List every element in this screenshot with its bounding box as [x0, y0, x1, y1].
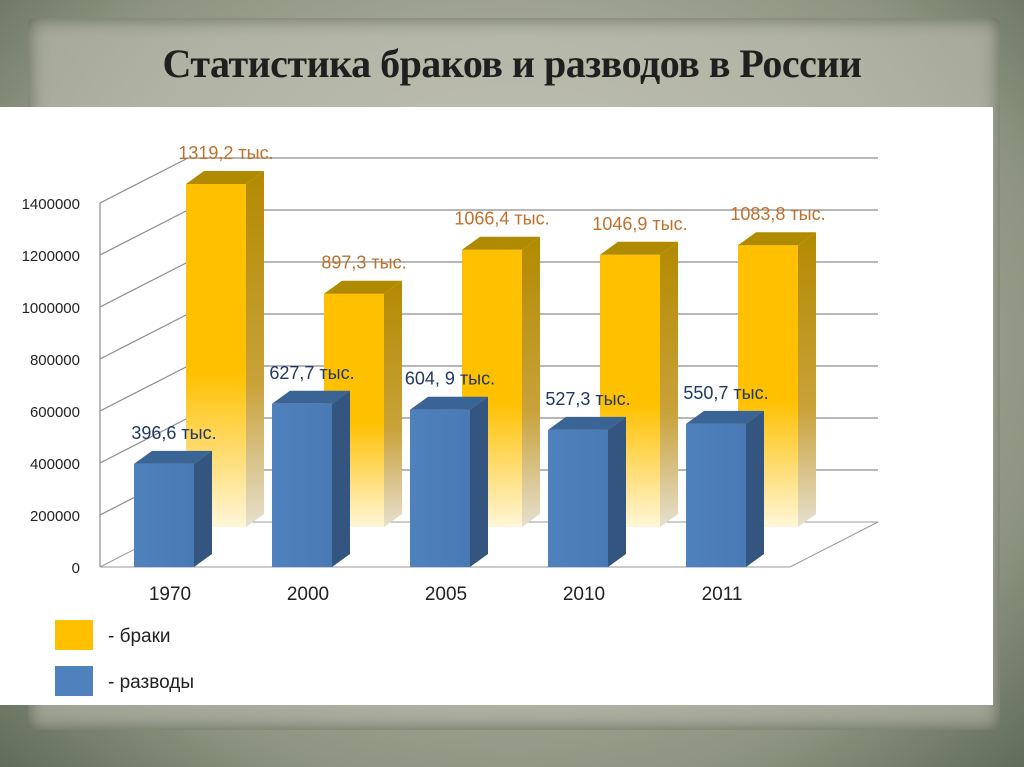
legend-label-divorces: - разводы — [108, 672, 194, 693]
chart-panel: 0 200000 400000 600000 800000 1000000 1200000 1… — [0, 107, 993, 705]
y-tick-label: 800000 — [30, 352, 80, 369]
divorce-bar-top — [686, 410, 764, 424]
y-tick-label: 0 — [72, 560, 80, 577]
x-tick-labels: 1970 2000 2005 2010 2011 — [149, 584, 743, 605]
y-tick-label: 1400000 — [22, 196, 80, 213]
legend-label-marriages: - браки — [108, 626, 171, 647]
marriage-bar-side — [522, 236, 540, 527]
divorce-bar-front — [686, 423, 746, 567]
divorce-bar-top — [548, 416, 626, 430]
gridline-side — [99, 313, 189, 360]
divorce-bar-front — [410, 409, 470, 567]
marriage-value-label: 1066,4 тыс. — [454, 209, 549, 229]
legend-swatch-divorces — [55, 666, 93, 696]
y-tick-label: 600000 — [30, 404, 80, 421]
divorce-bar-top — [134, 450, 212, 464]
divorce-value-label: 550,7 тыс. — [683, 383, 768, 403]
marriage-bar-top — [738, 232, 816, 246]
legend: - браки - разводы — [55, 620, 194, 696]
divorce-bar-front — [548, 429, 608, 567]
x-tick-label: 2011 — [702, 584, 743, 605]
divorce-bar-top — [410, 396, 488, 410]
marriage-bar-top — [324, 280, 402, 294]
slide-title: Статистика браков и разводов в России — [162, 41, 862, 86]
gridline-side — [99, 157, 189, 204]
divorce-bar-side — [194, 450, 212, 567]
divorce-bar-front — [134, 463, 194, 567]
x-tick-label: 2000 — [287, 584, 329, 605]
y-tick-labels: 0 200000 400000 600000 800000 1000000 1200000 1… — [22, 196, 80, 577]
y-tick-label: 1200000 — [22, 248, 80, 265]
divorce-bar-front — [272, 403, 332, 567]
divorce-bar-side — [470, 396, 488, 567]
divorce-bar-side — [746, 410, 764, 567]
y-tick-label: 1000000 — [22, 300, 80, 317]
divorce-bar-side — [608, 416, 626, 567]
divorce-value-label: 627,7 тыс. — [269, 363, 354, 383]
x-tick-label: 1970 — [149, 584, 191, 605]
bar-chart-3d: 0 200000 400000 600000 800000 1000000 1200000 1… — [22, 143, 879, 696]
gridline-side — [99, 365, 189, 412]
marriage-value-label: 1319,2 тыс. — [178, 143, 273, 163]
legend-swatch-marriages — [55, 620, 93, 650]
marriage-bar-side — [798, 232, 816, 527]
marriage-bar-top — [186, 171, 264, 185]
marriage-bar-top — [600, 241, 678, 255]
divorce-value-label: 396,6 тыс. — [131, 423, 216, 443]
marriage-bar-side — [384, 280, 402, 527]
divorce-bar-side — [332, 390, 350, 567]
marriage-bar-side — [246, 171, 264, 527]
divorce-bar-top — [272, 390, 350, 404]
marriage-value-label: 1083,8 тыс. — [730, 204, 825, 224]
divorce-value-label: 527,3 тыс. — [545, 389, 630, 409]
x-tick-label: 2005 — [425, 584, 467, 605]
marriage-value-label: 897,3 тыс. — [321, 253, 406, 273]
bars-layer — [134, 171, 816, 567]
y-tick-label: 200000 — [30, 508, 80, 525]
gridline-side — [99, 209, 189, 256]
divorce-value-label: 604, 9 тыс. — [405, 369, 495, 389]
marriage-bar-top — [462, 236, 540, 250]
data-labels-layer: 1319,2 тыс. 897,3 тыс. 1066,4 тыс. 1046,9 т… — [131, 143, 825, 443]
marriage-bar-side — [660, 241, 678, 527]
y-tick-label: 400000 — [30, 456, 80, 473]
x-tick-label: 2010 — [563, 584, 605, 605]
marriage-value-label: 1046,9 тыс. — [592, 214, 687, 234]
gridline-side — [99, 417, 189, 464]
gridline-side — [99, 261, 189, 308]
